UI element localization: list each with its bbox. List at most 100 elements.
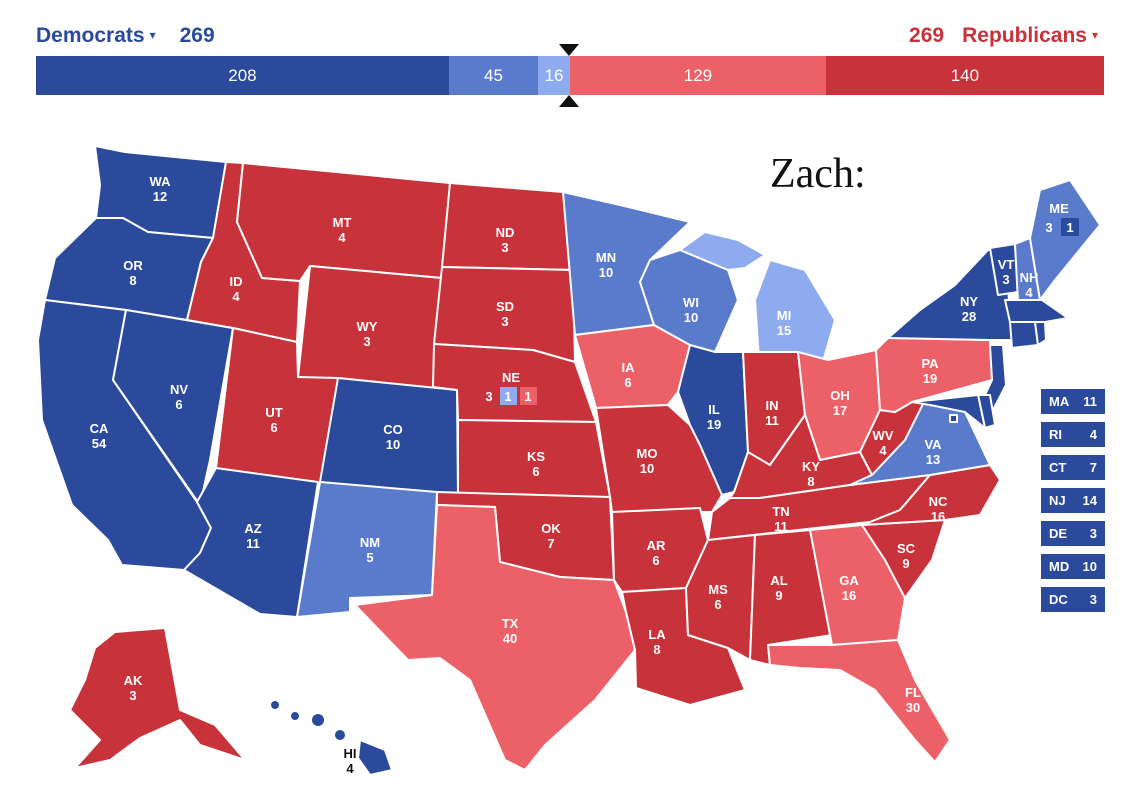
state-label-CA: CA: [90, 421, 109, 436]
state-FL[interactable]: [767, 639, 951, 763]
state-ev-NE: 3: [485, 389, 492, 404]
state-ev-OR: 8: [129, 273, 136, 288]
state-ev-AL: 9: [775, 588, 782, 603]
state-MA[interactable]: [1004, 299, 1069, 323]
state-ev-SD: 3: [501, 314, 508, 329]
state-label-MS: MS: [708, 582, 728, 597]
state-DC[interactable]: [949, 414, 958, 423]
republicans-label: Republicans: [962, 24, 1087, 47]
small-state-CT[interactable]: CT 7: [1041, 455, 1105, 480]
state-ev-OH: 17: [833, 403, 847, 418]
small-state-MD[interactable]: MD 10: [1041, 554, 1105, 579]
state-ev-MN: 10: [599, 265, 613, 280]
republicans-dropdown-icon[interactable]: ▾: [1091, 28, 1098, 42]
state-label-MO: MO: [637, 446, 658, 461]
state-HI[interactable]: [269, 699, 393, 776]
state-TX[interactable]: [354, 504, 636, 771]
small-state-RI[interactable]: RI 4: [1041, 422, 1105, 447]
state-label-AZ: AZ: [244, 521, 261, 536]
small-state-abbr: DE: [1049, 526, 1068, 541]
state-ev-KS: 6: [532, 464, 539, 479]
small-state-ev: 3: [1089, 526, 1097, 541]
state-ev-AZ: 11: [246, 536, 260, 551]
tally-lean-rep[interactable]: 129: [569, 56, 826, 95]
small-state-abbr: MD: [1049, 559, 1070, 574]
ne-district-lean-rep[interactable]: [520, 387, 537, 405]
small-state-MA[interactable]: MA 11: [1041, 389, 1105, 414]
state-ME[interactable]: [1029, 179, 1101, 301]
democrats-total: 269: [179, 24, 215, 47]
me-district-safe-dem[interactable]: [1061, 218, 1079, 236]
state-label-KY: KY: [802, 459, 820, 474]
majority-marker-top-icon: [559, 44, 579, 56]
state-RI[interactable]: [1034, 321, 1047, 346]
state-label-SD: SD: [496, 299, 514, 314]
state-ev-SC: 9: [902, 556, 909, 571]
state-ev-NC: 16: [931, 509, 945, 524]
state-ev-IA: 6: [624, 375, 631, 390]
state-ev-WY: 3: [363, 334, 370, 349]
state-label-NV: NV: [170, 382, 188, 397]
state-label-OK: OK: [541, 521, 561, 536]
state-label-IA: IA: [622, 360, 636, 375]
state-ev-HI: 4: [346, 761, 354, 776]
democrats-header[interactable]: Democrats ▾ 269: [36, 24, 215, 48]
tally-safe-dem[interactable]: 208: [36, 56, 449, 95]
state-label-VA: VA: [924, 437, 942, 452]
state-label-WY: WY: [357, 319, 378, 334]
ne-district-lean-dem[interactable]: [500, 387, 517, 405]
state-ev-NH: 4: [1025, 285, 1033, 300]
state-ev-FL: 30: [906, 700, 920, 715]
state-CT[interactable]: [1009, 321, 1039, 349]
state-ev-WI: 10: [684, 310, 698, 325]
ne-district-lean-dem-ev: 1: [504, 389, 511, 404]
majority-marker-bottom-icon: [559, 95, 579, 107]
state-ev-ME: 3: [1045, 220, 1052, 235]
state-ev-KY: 8: [807, 474, 814, 489]
state-AZ[interactable]: [183, 467, 319, 618]
state-ev-NM: 5: [366, 550, 373, 565]
state-ev-NY: 28: [962, 309, 976, 324]
state-ev-AR: 6: [652, 553, 659, 568]
state-label-AR: AR: [647, 538, 666, 553]
republicans-header[interactable]: 269 Republicans ▾: [909, 24, 1104, 48]
annotation-text: Zach:: [770, 151, 866, 197]
small-state-NJ[interactable]: NJ 14: [1041, 488, 1105, 513]
tally-safe-rep[interactable]: 140: [825, 56, 1104, 95]
state-label-LA: LA: [648, 627, 666, 642]
tally-lean-dem[interactable]: 16: [538, 56, 570, 95]
state-label-NM: NM: [360, 535, 380, 550]
state-label-OH: OH: [830, 388, 850, 403]
state-label-TN: TN: [772, 504, 789, 519]
state-label-AL: AL: [770, 573, 787, 588]
small-state-DC[interactable]: DC 3: [1041, 587, 1105, 612]
small-state-ev: 3: [1089, 592, 1097, 607]
state-label-NE: NE: [502, 370, 520, 385]
small-state-abbr: DC: [1049, 592, 1068, 607]
tally-likely-dem[interactable]: 45: [448, 56, 539, 95]
state-labels: WA12OR8CA54NV6ID4MT4WY3UT6AZ11CO10NM5ND3…: [90, 174, 1079, 776]
state-label-UT: UT: [265, 405, 282, 420]
state-ev-WA: 12: [153, 189, 167, 204]
state-label-WV: WV: [873, 428, 894, 443]
state-ev-ID: 4: [232, 289, 240, 304]
state-ev-LA: 8: [653, 642, 660, 657]
state-ev-GA: 16: [842, 588, 856, 603]
small-state-abbr: NJ: [1049, 493, 1066, 508]
state-MI-upper[interactable]: [679, 231, 766, 271]
state-label-MT: MT: [333, 215, 352, 230]
small-state-DE[interactable]: DE 3: [1041, 521, 1105, 546]
state-IL[interactable]: [677, 344, 749, 496]
state-NC[interactable]: [861, 464, 1001, 526]
state-AK[interactable]: [69, 627, 246, 769]
state-ev-VT: 3: [1002, 272, 1009, 287]
state-label-CO: CO: [383, 422, 403, 437]
state-label-PA: PA: [921, 356, 939, 371]
state-label-WI: WI: [683, 295, 699, 310]
democrats-dropdown-icon[interactable]: ▾: [149, 28, 156, 42]
me-district-safe-dem-ev: 1: [1066, 220, 1073, 235]
state-ev-TX: 40: [503, 631, 517, 646]
state-MD[interactable]: [911, 394, 986, 429]
small-state-abbr: RI: [1049, 427, 1062, 442]
